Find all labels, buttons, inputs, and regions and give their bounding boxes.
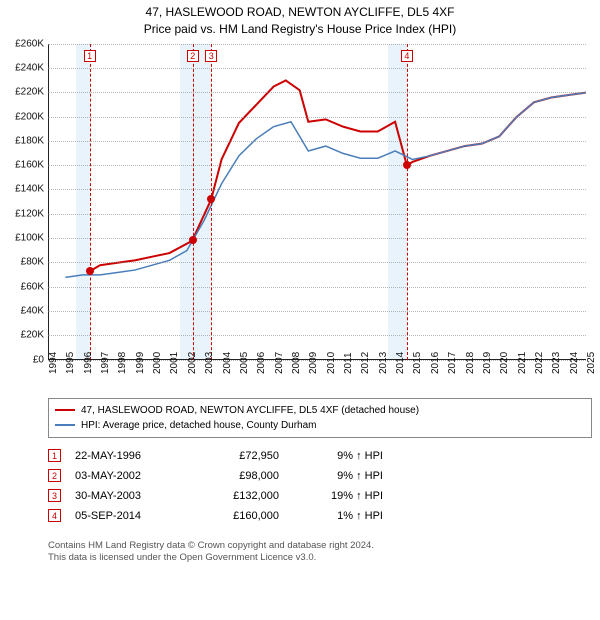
y-tick-label: £140K bbox=[15, 184, 44, 195]
series-line bbox=[90, 80, 586, 271]
sale-delta: 9% ↑ HPI bbox=[293, 470, 383, 482]
table-row: 3 30-MAY-2003 £132,000 19% ↑ HPI bbox=[48, 486, 592, 506]
y-tick-label: £200K bbox=[15, 111, 44, 122]
y-tick-label: £180K bbox=[15, 135, 44, 146]
sale-marker-box: 2 bbox=[187, 50, 199, 62]
title-line-2: Price paid vs. HM Land Registry's House … bbox=[4, 21, 596, 38]
sale-delta: 9% ↑ HPI bbox=[293, 450, 383, 462]
sale-dot bbox=[189, 236, 197, 244]
gridline-h bbox=[48, 165, 586, 166]
gridline-h bbox=[48, 262, 586, 263]
legend: 47, HASLEWOOD ROAD, NEWTON AYCLIFFE, DL5… bbox=[48, 398, 592, 438]
y-tick-label: £120K bbox=[15, 208, 44, 219]
legend-label: HPI: Average price, detached house, Coun… bbox=[81, 418, 317, 433]
sale-vline bbox=[193, 44, 194, 360]
gridline-h bbox=[48, 238, 586, 239]
table-row: 4 05-SEP-2014 £160,000 1% ↑ HPI bbox=[48, 506, 592, 526]
title-block: 47, HASLEWOOD ROAD, NEWTON AYCLIFFE, DL5… bbox=[4, 4, 596, 38]
table-row: 2 03-MAY-2002 £98,000 9% ↑ HPI bbox=[48, 466, 592, 486]
sale-index-box: 1 bbox=[48, 449, 61, 462]
sale-vline bbox=[407, 44, 408, 360]
gridline-h bbox=[48, 117, 586, 118]
footer-line-2: This data is licensed under the Open Gov… bbox=[48, 552, 592, 565]
plot-region: 1 23 4 bbox=[48, 44, 586, 360]
sale-delta: 19% ↑ HPI bbox=[293, 490, 383, 502]
gridline-h bbox=[48, 287, 586, 288]
footer: Contains HM Land Registry data © Crown c… bbox=[48, 540, 592, 566]
sale-marker-box: 3 bbox=[205, 50, 217, 62]
table-row: 1 22-MAY-1996 £72,950 9% ↑ HPI bbox=[48, 446, 592, 466]
sale-index-box: 4 bbox=[48, 509, 61, 522]
y-axis-labels: £0£20K£40K£60K£80K£100K£120K£140K£160K£1… bbox=[8, 44, 46, 360]
sale-dot bbox=[403, 161, 411, 169]
legend-swatch bbox=[55, 409, 75, 411]
sale-date: 05-SEP-2014 bbox=[75, 510, 185, 522]
sale-marker-box: 4 bbox=[401, 50, 413, 62]
line-svg bbox=[48, 44, 586, 360]
gridline-h bbox=[48, 44, 586, 45]
gridline-h bbox=[48, 92, 586, 93]
x-tick-label: 2025 bbox=[586, 351, 600, 373]
sale-marker-box: 1 bbox=[84, 50, 96, 62]
sale-dot bbox=[207, 195, 215, 203]
sale-date: 03-MAY-2002 bbox=[75, 470, 185, 482]
legend-label: 47, HASLEWOOD ROAD, NEWTON AYCLIFFE, DL5… bbox=[81, 403, 419, 418]
y-tick-label: £60K bbox=[21, 281, 44, 292]
gridline-h bbox=[48, 311, 586, 312]
legend-row: 47, HASLEWOOD ROAD, NEWTON AYCLIFFE, DL5… bbox=[55, 403, 585, 418]
sale-date: 22-MAY-1996 bbox=[75, 450, 185, 462]
y-tick-label: £40K bbox=[21, 305, 44, 316]
sale-date: 30-MAY-2003 bbox=[75, 490, 185, 502]
legend-swatch bbox=[55, 424, 75, 426]
gridline-h bbox=[48, 68, 586, 69]
title-line-1: 47, HASLEWOOD ROAD, NEWTON AYCLIFFE, DL5… bbox=[4, 4, 596, 21]
y-tick-label: £80K bbox=[21, 257, 44, 268]
chart-area: £0 £20K £40K £60K £80K £100K £120K £140K £160K £1… bbox=[8, 44, 592, 392]
y-tick-label: £0 bbox=[33, 354, 44, 365]
sale-vline bbox=[90, 44, 91, 360]
sale-delta: 1% ↑ HPI bbox=[293, 510, 383, 522]
footer-line-1: Contains HM Land Registry data © Crown c… bbox=[48, 540, 592, 553]
y-tick-label: £260K bbox=[15, 38, 44, 49]
gridline-h bbox=[48, 335, 586, 336]
y-tick-label: £240K bbox=[15, 62, 44, 73]
x-axis-labels: 1994199519961997199819992000200120022003… bbox=[48, 360, 586, 392]
gridline-h bbox=[48, 214, 586, 215]
sale-price: £160,000 bbox=[199, 510, 279, 522]
sale-dot bbox=[86, 267, 94, 275]
sale-price: £98,000 bbox=[199, 470, 279, 482]
y-tick-label: £160K bbox=[15, 160, 44, 171]
sale-price: £132,000 bbox=[199, 490, 279, 502]
sale-index-box: 2 bbox=[48, 469, 61, 482]
y-tick-label: £100K bbox=[15, 233, 44, 244]
legend-row: HPI: Average price, detached house, Coun… bbox=[55, 418, 585, 433]
chart-container: 47, HASLEWOOD ROAD, NEWTON AYCLIFFE, DL5… bbox=[0, 0, 600, 620]
y-tick-label: £220K bbox=[15, 87, 44, 98]
sale-index-box: 3 bbox=[48, 489, 61, 502]
gridline-h bbox=[48, 141, 586, 142]
sales-table: 1 22-MAY-1996 £72,950 9% ↑ HPI 2 03-MAY-2002 £… bbox=[48, 446, 592, 526]
sale-price: £72,950 bbox=[199, 450, 279, 462]
y-tick-label: £20K bbox=[21, 330, 44, 341]
gridline-h bbox=[48, 189, 586, 190]
